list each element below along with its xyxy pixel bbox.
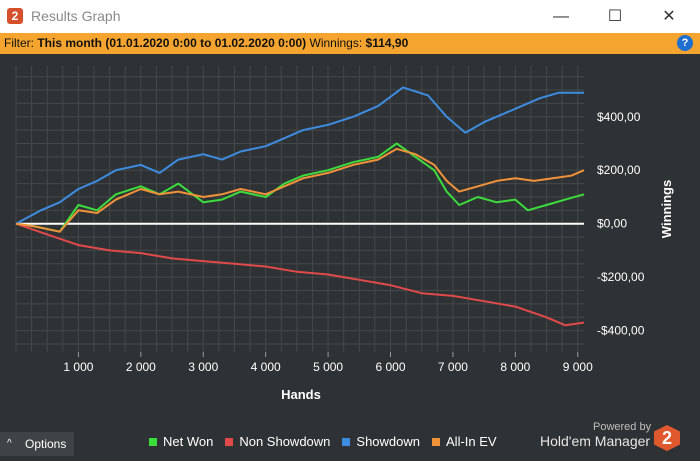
x-tick-label: 6 000 [375,360,405,374]
options-label: Options [25,437,67,451]
legend-label: Net Won [163,434,214,449]
close-button[interactable]: ✕ [662,8,676,25]
maximize-button[interactable]: ☐ [607,8,623,25]
x-tick-label: 5 000 [313,360,343,374]
window-title: Results Graph [31,8,121,24]
results-chart: 1 000 2 000 3 000 4 000 5 000 6 000 7 000 8 000… [12,66,674,402]
legend-swatch [432,438,441,446]
series-line-non-showdown [15,222,585,327]
x-tick-label: 7 000 [438,360,468,374]
chevron-up-icon: ^ [7,438,12,449]
legend-swatch [225,438,234,446]
filter-bar: Filter: This month (01.01.2020 0:00 to 0… [0,33,700,54]
y-axis-ticks: $400,00 $200,00 $0,00 -$200,00 -$400,00 [597,110,645,338]
legend-item-non-showdown[interactable]: Non Showdown [225,433,330,451]
x-tick-label: 3 000 [188,360,218,374]
hem2-logo-icon: 2 [654,425,680,451]
chart-grid [15,66,584,352]
series-line-showdown [15,86,584,225]
minimize-button[interactable]: — [553,8,569,25]
filter-label: Filter: [4,36,34,50]
brand-name: Hold'em Manager [540,433,651,449]
results-graph: 1 000 2 000 3 000 4 000 5 000 6 000 7 000 8 000… [0,54,700,456]
legend-swatch [342,438,351,446]
legend-item-net-won[interactable]: Net Won [149,433,213,451]
x-tick-label: 8 000 [500,360,530,374]
y-tick-label: -$400,00 [597,324,645,338]
series-line-net-won [15,142,585,233]
legend-label: Non Showdown [239,434,331,449]
legend-item-showdown[interactable]: Showdown [342,433,420,451]
legend-item-all-in-ev[interactable]: All-In EV [432,433,497,451]
x-tick-label: 1 000 [63,360,93,374]
y-tick-label: -$200,00 [597,270,645,284]
x-axis-label: Hands [281,387,321,402]
options-button[interactable]: ^ Options [0,432,74,456]
winnings-label: Winnings: [309,36,363,50]
filter-range: This month (01.01.2020 0:00 to 01.02.202… [37,36,307,50]
chart-legend: Net Won Non Showdown Showdown All-In EV [149,433,497,451]
help-icon[interactable]: ? [677,35,693,51]
legend-swatch [149,438,157,446]
y-axis-label: Winnings [659,180,674,238]
series-line-all-in-ev [15,147,585,233]
y-tick-label: $200,00 [597,163,641,177]
powered-by-text: Powered by [593,421,652,433]
legend-label: All-In EV [446,434,497,449]
y-tick-label: $400,00 [597,110,641,124]
x-tick-label: 4 000 [251,360,281,374]
legend-label: Showdown [356,434,421,449]
x-axis-ticks: 1 000 2 000 3 000 4 000 5 000 6 000 7 000 8 000… [63,352,593,374]
x-tick-label: 2 000 [126,360,156,374]
chart-series [15,86,585,327]
y-tick-label: $0,00 [597,217,627,231]
winnings-value: $114,90 [365,36,409,50]
window-titlebar: 2 Results Graph — ☐ ✕ [0,0,700,33]
filter-text: Filter: This month (01.01.2020 0:00 to 0… [4,33,408,54]
app-logo-icon: 2 [7,8,23,24]
x-tick-label: 9 000 [563,360,593,374]
